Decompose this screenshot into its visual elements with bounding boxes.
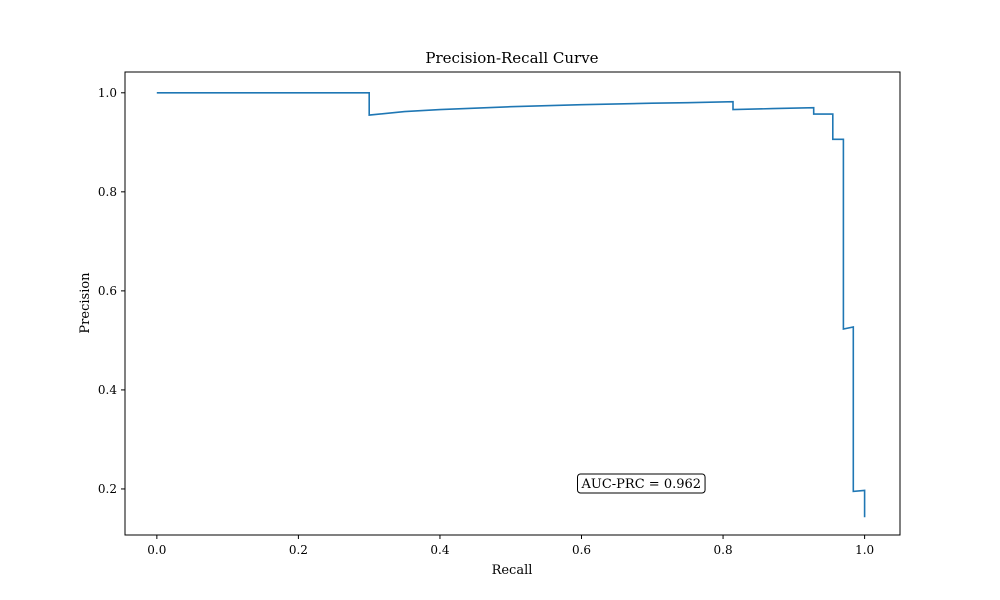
x-axis-label: Recall [492, 563, 533, 578]
y-tick-label: 0.6 [98, 284, 117, 298]
plot-frame [124, 71, 901, 536]
y-tick-label: 1.0 [98, 86, 117, 100]
x-tick-label: 0.8 [714, 543, 733, 557]
y-tick-label: 0.4 [98, 383, 117, 397]
x-tick-label: 0.4 [430, 543, 449, 557]
y-axis-label: Precision [78, 272, 93, 334]
x-tick-label: 0.6 [572, 543, 591, 557]
y-tick-label: 0.8 [98, 185, 117, 199]
x-tick-label: 0.0 [147, 543, 166, 557]
auc-annotation: AUC-PRC = 0.962 [577, 473, 706, 494]
x-tick-label: 0.2 [289, 543, 308, 557]
plot-area [124, 71, 901, 536]
chart-title: Precision-Recall Curve [425, 49, 598, 67]
pr-curve-line [156, 92, 866, 518]
y-tick-label: 0.2 [98, 482, 117, 496]
auc-annotation-box [577, 473, 706, 494]
y-axis: 0.2 0.4 0.6 0.8 1.0 [98, 86, 125, 496]
annotation-layer: AUC-PRC = 0.962 [577, 473, 706, 494]
series-layer [156, 92, 866, 518]
x-tick-label: 1.0 [855, 543, 874, 557]
x-axis: 0.0 0.2 0.4 0.6 0.8 1.0 [147, 535, 874, 557]
auc-annotation-text: AUC-PRC = 0.962 [581, 477, 702, 492]
